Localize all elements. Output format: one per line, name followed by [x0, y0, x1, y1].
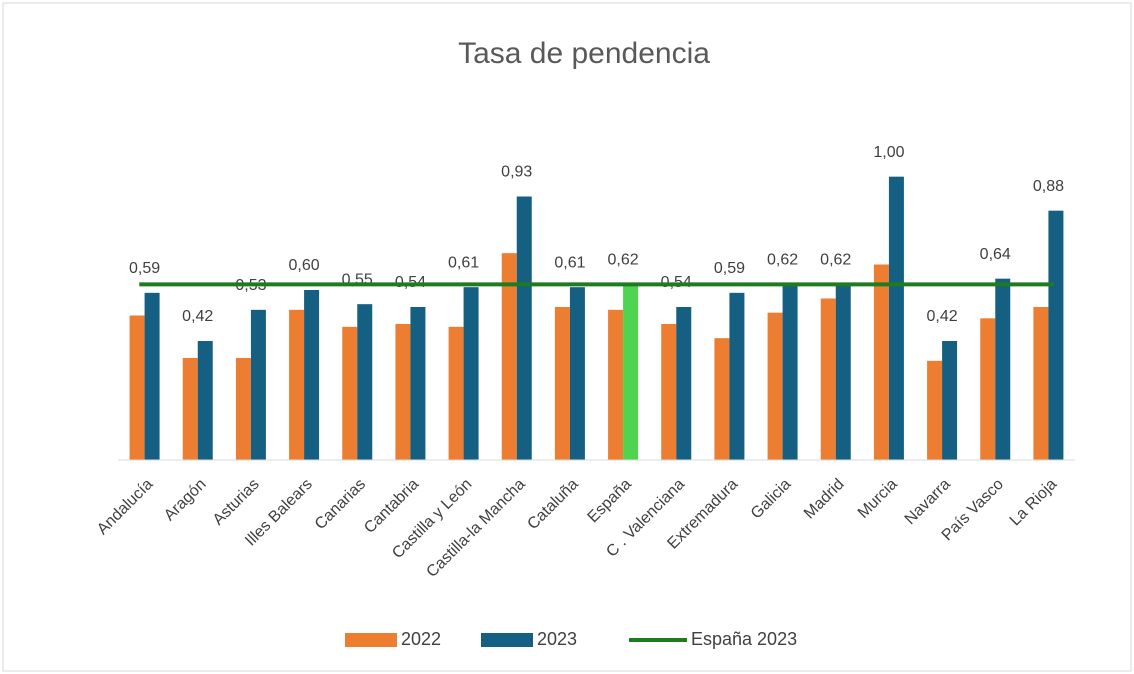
data-label: 0,62	[820, 252, 851, 269]
data-label: 0,62	[767, 252, 798, 269]
legend-label: España 2023	[691, 629, 797, 649]
bar	[835, 284, 851, 460]
data-label: 0,88	[1033, 178, 1064, 195]
data-label: 0,61	[554, 254, 585, 271]
bar	[927, 360, 943, 460]
data-label: 0,59	[129, 260, 160, 277]
bar	[304, 290, 320, 460]
bar	[144, 292, 160, 460]
bar	[357, 304, 373, 460]
bar	[873, 264, 889, 460]
data-label: 0,93	[501, 164, 532, 181]
bar	[250, 309, 266, 460]
data-label: 0,42	[927, 308, 958, 325]
bar	[820, 298, 836, 460]
bar	[661, 324, 677, 460]
bar	[554, 307, 570, 460]
data-label: 0,62	[608, 252, 639, 269]
bar	[501, 253, 517, 460]
bar	[235, 358, 251, 460]
bar	[676, 307, 692, 460]
data-label: 0,59	[714, 260, 745, 277]
data-label: 0,64	[980, 246, 1011, 263]
chart-title: Tasa de pendencia	[458, 37, 710, 70]
bar	[782, 284, 798, 460]
bar	[729, 292, 745, 460]
bar	[767, 312, 783, 460]
bar	[182, 358, 198, 460]
bar	[942, 341, 958, 460]
bar	[1033, 307, 1049, 460]
legend-label: 2023	[537, 629, 577, 649]
bar	[1048, 210, 1064, 460]
data-label: 1,00	[873, 144, 904, 161]
data-label: 0,61	[448, 254, 479, 271]
data-label: 0,42	[182, 308, 213, 325]
legend-swatch	[481, 633, 533, 647]
bar	[995, 278, 1011, 460]
bar	[608, 309, 624, 460]
bar	[129, 315, 145, 460]
bar	[980, 318, 996, 460]
bar	[197, 341, 213, 460]
bar	[714, 338, 730, 460]
bar	[395, 324, 411, 460]
legend-label: 2022	[401, 629, 441, 649]
bar	[516, 196, 532, 460]
bar	[289, 309, 305, 460]
bar	[888, 176, 904, 460]
data-label: 0,60	[289, 257, 320, 274]
bar	[342, 326, 358, 460]
bar	[569, 287, 585, 460]
bar	[410, 307, 426, 460]
bar	[463, 287, 479, 460]
legend-swatch	[345, 633, 397, 647]
bar	[623, 284, 639, 460]
bar	[448, 326, 464, 460]
